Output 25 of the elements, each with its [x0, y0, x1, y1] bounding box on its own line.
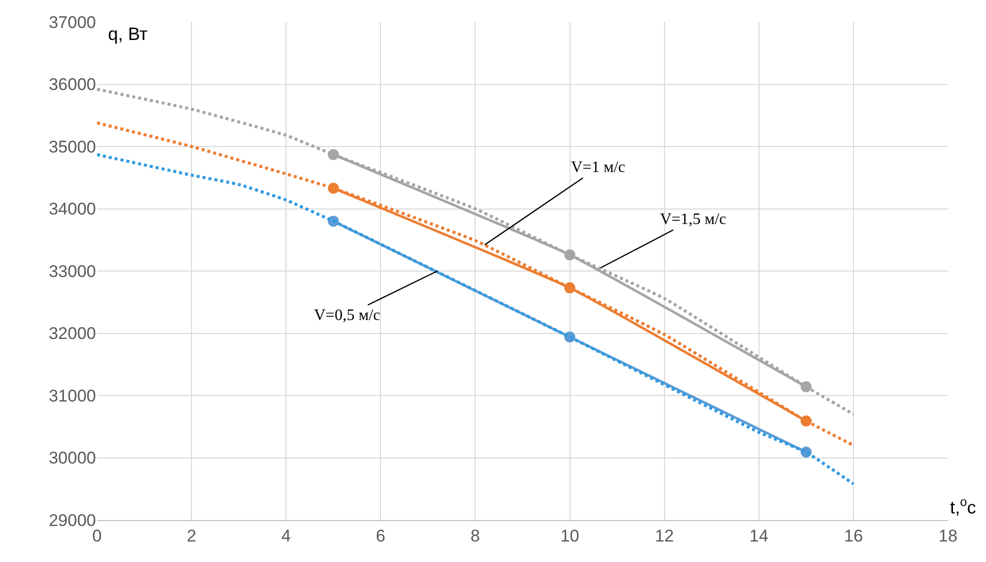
- x-tick-label: 2: [186, 526, 196, 546]
- x-tick-label: 4: [281, 526, 291, 546]
- y-tick-label: 30000: [48, 448, 96, 468]
- x-tick-label: 8: [470, 526, 480, 546]
- y-tick-label: 37000: [48, 12, 96, 32]
- annotation: V=1,5 м/с: [660, 211, 726, 228]
- y-tick-label: 35000: [48, 137, 96, 156]
- y-tick-label: 36000: [48, 75, 96, 94]
- x-tick-label: 14: [749, 526, 768, 546]
- line-series: [97, 153, 855, 486]
- x-tick-label: 12: [654, 526, 674, 546]
- x-tick-label: 18: [938, 526, 958, 546]
- y-tick-label: 31000: [48, 386, 96, 406]
- annotation: V=0,5 м/с: [314, 307, 380, 324]
- x-axis-title: t,$^{o}$c: [950, 495, 976, 518]
- y-tick-label: 34000: [48, 200, 96, 219]
- y-axis-title: q, Вт: [108, 24, 148, 44]
- x-tick-label: 10: [560, 526, 580, 546]
- line-series: [97, 121, 855, 447]
- line-series: [97, 88, 855, 416]
- annotation: V=1 м/с: [571, 159, 626, 176]
- y-tick-label: 32000: [48, 324, 96, 344]
- x-tick-label: 6: [376, 526, 386, 546]
- y-tick-label: 33000: [48, 262, 96, 281]
- x-tick-label: 16: [844, 526, 863, 546]
